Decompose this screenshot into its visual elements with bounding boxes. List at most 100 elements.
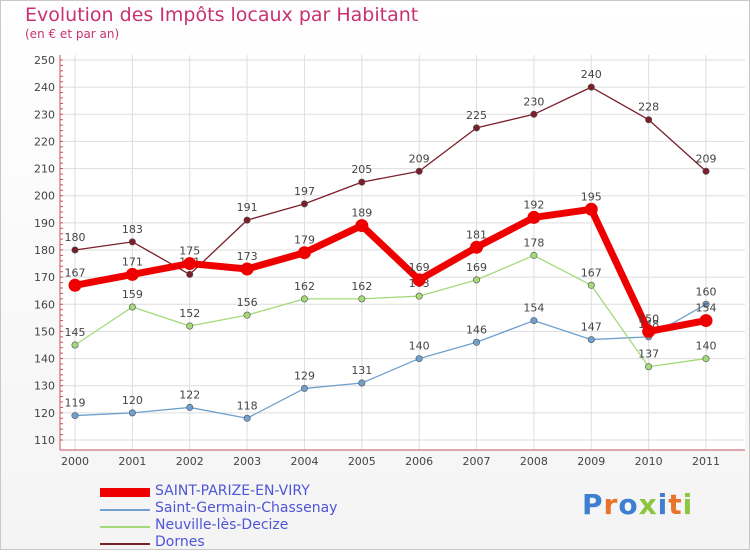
x-tick-label: 2008 [520, 455, 548, 468]
series-line-2 [74, 254, 707, 368]
data-point [186, 403, 194, 411]
data-point [470, 240, 484, 254]
data-point [243, 216, 251, 224]
data-point [358, 295, 366, 303]
y-tick-label: 190 [34, 217, 55, 230]
data-label: 191 [237, 201, 258, 214]
data-point [587, 281, 595, 289]
data-point [530, 110, 538, 118]
data-point [183, 257, 197, 271]
data-point [473, 276, 481, 284]
data-label: 122 [179, 388, 200, 401]
data-label: 171 [122, 255, 143, 268]
data-point [358, 379, 366, 387]
data-label: 205 [351, 163, 372, 176]
data-label: 154 [696, 302, 717, 315]
data-point [584, 202, 598, 216]
x-tick-label: 2001 [118, 455, 146, 468]
data-label: 152 [179, 307, 200, 320]
data-label: 179 [294, 234, 315, 247]
data-label: 140 [409, 340, 430, 353]
legend-swatch [100, 509, 150, 511]
x-tick-label: 2010 [635, 455, 663, 468]
y-tick-label: 220 [34, 135, 55, 148]
data-label: 183 [122, 223, 143, 236]
data-label: 167 [581, 266, 602, 279]
series-line-1 [74, 303, 707, 419]
data-label: 129 [294, 369, 315, 382]
data-point [642, 324, 656, 338]
data-label: 145 [65, 326, 86, 339]
legend-label: Neuville-lès-Decize [155, 517, 289, 533]
data-point [358, 178, 366, 186]
y-tick-label: 160 [34, 298, 55, 311]
data-label: 197 [294, 185, 315, 198]
data-point [473, 338, 481, 346]
x-tick-label: 2005 [348, 455, 376, 468]
data-label: 209 [696, 152, 717, 165]
series-line-3 [74, 86, 707, 276]
data-point [702, 300, 710, 308]
y-tick-label: 170 [34, 271, 55, 284]
chart-title: Evolution des Impôts locaux par Habitant [25, 4, 419, 26]
data-label: 189 [351, 207, 372, 220]
legend-label: Dornes [155, 534, 205, 550]
y-tick-label: 200 [34, 190, 55, 203]
x-tick-label: 2000 [61, 455, 89, 468]
data-label: 230 [523, 95, 544, 108]
data-point [415, 355, 423, 363]
data-point [71, 341, 79, 349]
data-label: 192 [523, 198, 544, 211]
data-point [125, 267, 139, 281]
data-point [186, 270, 194, 278]
data-point [128, 409, 136, 417]
y-tick-label: 250 [34, 54, 55, 67]
data-point [243, 414, 251, 422]
data-label: 173 [237, 250, 258, 263]
data-point [645, 116, 653, 124]
y-tick-label: 120 [34, 407, 55, 420]
data-label: 119 [65, 397, 86, 410]
data-point [71, 246, 79, 254]
data-point [527, 210, 541, 224]
data-label: 159 [122, 288, 143, 301]
y-tick-label: 140 [34, 353, 55, 366]
data-point [587, 83, 595, 91]
data-label: 140 [696, 340, 717, 353]
data-point [240, 262, 254, 276]
data-label: 146 [466, 323, 487, 336]
data-point [355, 219, 369, 233]
data-point [68, 278, 82, 292]
data-label: 169 [409, 261, 430, 274]
x-tick-label: 2004 [290, 455, 318, 468]
legend-label: SAINT-PARIZE-EN-VIRY [155, 483, 310, 499]
data-label: 150 [638, 312, 659, 325]
data-point [243, 311, 251, 319]
data-point [415, 292, 423, 300]
data-label: 147 [581, 321, 602, 334]
data-label: 175 [179, 245, 200, 258]
legend-swatch [100, 543, 150, 545]
legend-label: Saint-Germain-Chassenay [155, 500, 338, 516]
data-point [699, 314, 713, 328]
y-tick-label: 240 [34, 81, 55, 94]
y-tick-label: 210 [34, 163, 55, 176]
data-point [473, 124, 481, 132]
data-point [300, 200, 308, 208]
data-point [702, 167, 710, 175]
data-point [702, 355, 710, 363]
data-point [186, 322, 194, 330]
data-point [300, 384, 308, 392]
data-label: 195 [581, 190, 602, 203]
data-label: 156 [237, 296, 258, 309]
y-tick-label: 180 [34, 244, 55, 257]
data-label: 178 [523, 236, 544, 249]
data-point [300, 295, 308, 303]
data-label: 167 [65, 266, 86, 279]
data-label: 160 [696, 285, 717, 298]
data-label: 240 [581, 68, 602, 81]
data-point [412, 273, 426, 287]
data-point [645, 363, 653, 371]
x-tick-label: 2006 [405, 455, 433, 468]
